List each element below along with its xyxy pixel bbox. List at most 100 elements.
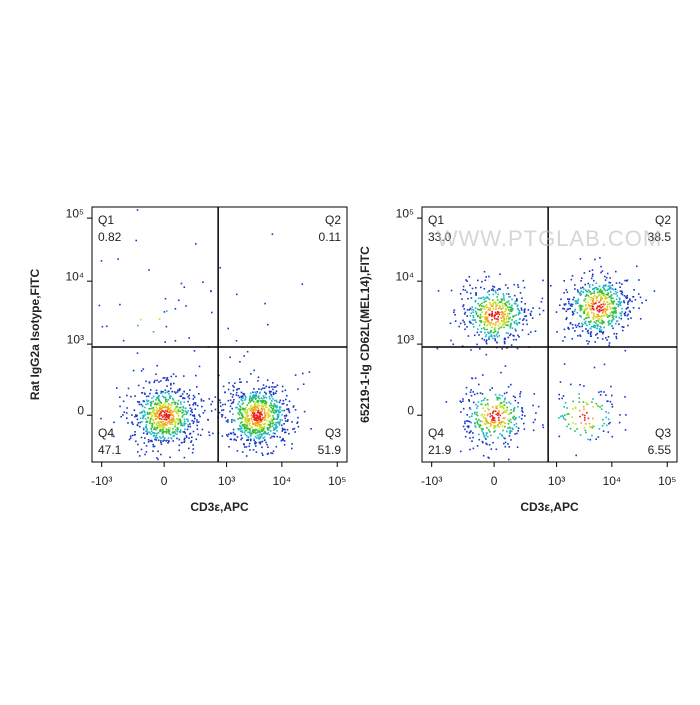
event-dot [618, 282, 621, 284]
event-dot [237, 408, 240, 410]
event-dot [503, 322, 506, 324]
event-dot [277, 422, 280, 424]
event-dot [502, 417, 505, 419]
event-dot [495, 334, 498, 336]
event-dot [588, 270, 591, 272]
event-dot [586, 313, 589, 315]
event-dot [571, 275, 574, 277]
event-dot [470, 312, 473, 314]
event-dot [488, 323, 491, 325]
event-dot [480, 305, 483, 307]
event-dot [482, 407, 484, 409]
event-dot [162, 423, 165, 426]
event-dot [167, 408, 169, 410]
event-dot [587, 343, 589, 345]
event-dot [612, 307, 614, 310]
event-dot [518, 336, 520, 338]
event-dot [261, 418, 264, 421]
event-dot [194, 417, 196, 420]
event-dot [250, 438, 252, 441]
event-dot [263, 397, 265, 399]
event-dot [183, 401, 185, 403]
event-dot [252, 407, 254, 409]
event-dot [250, 404, 252, 407]
event-dot [601, 305, 604, 308]
event-dot [614, 290, 617, 293]
event-dot [582, 286, 584, 289]
event-dot [255, 409, 258, 411]
event-dot [159, 429, 161, 432]
event-dot [272, 411, 275, 414]
event-dot [624, 279, 626, 282]
event-dot [459, 322, 462, 325]
event-dot [248, 423, 250, 425]
event-dot [505, 318, 508, 321]
event-dot [613, 332, 616, 335]
event-dot [195, 374, 197, 377]
event-dot [518, 416, 521, 418]
event-dot [615, 303, 618, 305]
event-dot [615, 311, 617, 313]
event-dot [241, 414, 243, 416]
event-dot [603, 314, 606, 317]
event-dot [152, 400, 154, 403]
event-dot [587, 321, 590, 323]
event-dot [281, 419, 283, 421]
event-dot [573, 310, 576, 312]
event-dot [485, 419, 488, 422]
event-dot [249, 401, 252, 403]
event-dot [252, 391, 254, 394]
event-dot [133, 434, 136, 436]
event-dot [491, 310, 493, 313]
event-dot [184, 407, 187, 410]
event-dot [590, 325, 593, 328]
event-dot [485, 353, 488, 356]
event-dot [164, 297, 167, 300]
event-dot [487, 308, 490, 311]
event-dot [521, 414, 524, 416]
event-dot [189, 407, 192, 409]
event-dot [624, 313, 626, 315]
event-dot [153, 408, 155, 411]
event-dot [585, 423, 587, 425]
event-dot [239, 412, 242, 414]
event-dot [276, 406, 278, 408]
event-dot [275, 445, 278, 448]
event-dot [591, 426, 593, 429]
event-dot [164, 406, 167, 409]
event-dot [587, 417, 590, 420]
event-dot [586, 307, 589, 309]
event-dot [292, 405, 295, 407]
event-dot [484, 335, 487, 338]
event-dot [141, 421, 143, 423]
event-dot [224, 391, 226, 394]
event-dot [514, 322, 516, 325]
event-dot [168, 431, 170, 433]
event-dot [489, 331, 492, 334]
event-dot [208, 398, 211, 400]
event-dot [591, 311, 593, 314]
event-dot [174, 425, 176, 428]
event-dot [563, 406, 565, 408]
event-dot [156, 427, 159, 430]
event-dot [491, 419, 493, 421]
event-dot [161, 423, 164, 425]
event-dot [169, 397, 171, 399]
event-dot [466, 420, 468, 422]
event-dot [142, 417, 144, 420]
event-dot [240, 381, 242, 383]
event-dot [167, 427, 170, 429]
event-dot [495, 308, 497, 310]
event-dot [301, 283, 304, 285]
event-dot [281, 385, 284, 388]
event-dot [198, 393, 200, 395]
event-dot [156, 457, 158, 459]
event-dot [246, 410, 248, 413]
event-dot [137, 401, 139, 403]
event-dot [228, 446, 230, 448]
event-dot [218, 411, 221, 414]
event-dot [588, 296, 590, 298]
event-dot [143, 442, 146, 444]
event-dot [256, 434, 259, 437]
event-dot [271, 425, 274, 427]
